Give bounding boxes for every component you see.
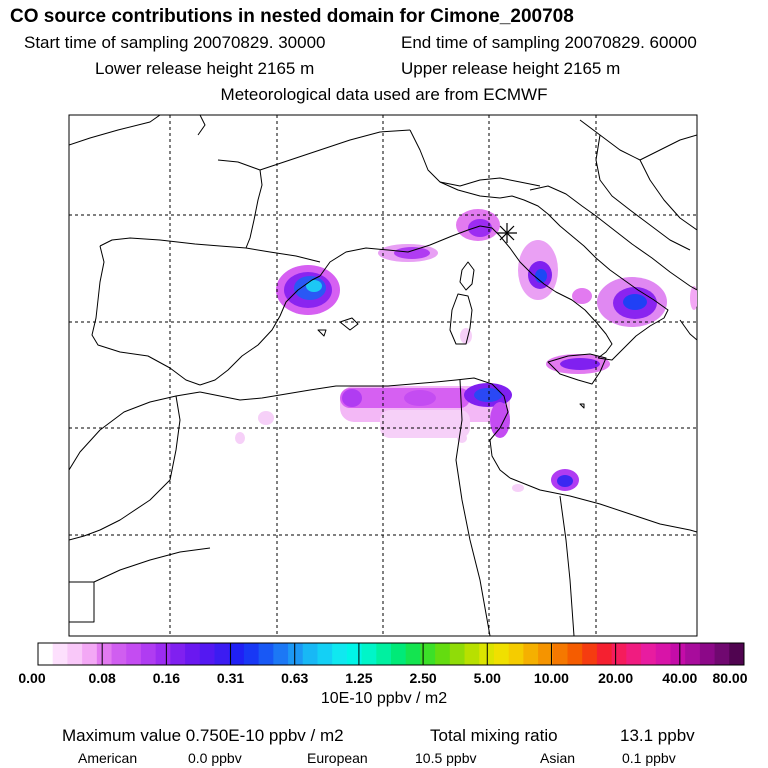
colorbar-swatch	[170, 643, 186, 665]
colorbar-swatch	[729, 643, 745, 665]
colorbar-swatch	[111, 643, 127, 665]
plume-gulf-of-gabes	[551, 469, 579, 491]
colorbar-tick-label: 0.16	[152, 670, 180, 686]
colorbar-swatch	[199, 643, 215, 665]
colorbar-swatch	[552, 643, 568, 665]
maximum-value: Maximum value 0.750E-10 ppbv / m2	[62, 726, 344, 745]
coastlines	[69, 115, 697, 636]
colorbar-swatch	[67, 643, 83, 665]
plume-sicily-north	[546, 354, 610, 374]
colorbar-swatch	[714, 643, 730, 665]
plume-sardinia-east	[460, 328, 472, 344]
met-data-source: Meteorological data used are from ECMWF	[220, 85, 548, 104]
colorbar-swatch	[655, 643, 671, 665]
colorbar-swatch	[582, 643, 598, 665]
colorbar-swatch	[126, 643, 142, 665]
colorbar-swatch	[302, 643, 318, 665]
colorbar-tick-label: 0.00	[18, 670, 46, 686]
chart-title: CO source contributions in nested domain…	[10, 6, 574, 27]
end-time: End time of sampling 20070829. 60000	[401, 33, 697, 52]
colorbar-swatch	[567, 643, 583, 665]
colorbar-swatch	[376, 643, 392, 665]
plume-tunis	[464, 383, 512, 438]
colorbar-swatch	[449, 643, 466, 665]
european-value: 10.5 ppbv	[415, 750, 477, 766]
plume-ligurian-coast	[456, 209, 500, 241]
total-mixing-ratio-value: 13.1 ppbv	[620, 726, 695, 745]
map-area	[69, 115, 697, 636]
colorbar-swatch	[140, 643, 157, 665]
plume-apulia	[572, 277, 667, 327]
colorbar-swatch	[626, 643, 642, 665]
european-label: European	[307, 750, 368, 766]
colorbar-tick-label: 2.50	[409, 670, 437, 686]
plume-catalonia	[276, 265, 340, 315]
colorbar	[37, 642, 745, 666]
colorbar-swatch	[52, 643, 68, 665]
american-label: American	[78, 750, 138, 766]
colorbar-swatch	[273, 643, 289, 665]
colorbar-swatch	[243, 643, 260, 665]
colorbar-swatch	[405, 643, 421, 665]
colorbar-swatch	[493, 643, 510, 665]
colorbar-tick-label: 5.00	[473, 670, 501, 686]
colorbar-swatch	[596, 643, 613, 665]
colorbar-border	[37, 642, 745, 666]
colorbar-swatch	[391, 643, 407, 665]
colorbar-swatch	[258, 643, 274, 665]
colorbar-tick-label: 80.00	[712, 670, 748, 686]
colorbar-swatch	[685, 643, 701, 665]
colorbar-swatch	[538, 643, 554, 665]
total-mixing-ratio-label: Total mixing ratio	[430, 726, 558, 745]
colorbar-tick-label: 1.25	[345, 670, 373, 686]
colorbar-swatch	[508, 643, 524, 665]
receptor-star-icon	[497, 223, 517, 243]
graticule	[69, 115, 697, 636]
colorbar-swatch	[361, 643, 377, 665]
asian-value: 0.1 ppbv	[622, 750, 676, 766]
upper-release-height: Upper release height 2165 m	[401, 59, 621, 78]
plume-campania	[518, 240, 558, 300]
colorbar-tick-label: 20.00	[598, 670, 634, 686]
colorbar-swatch	[214, 643, 230, 665]
colorbar-tick-label: 0.31	[216, 670, 245, 686]
colorbar-swatch	[332, 643, 348, 665]
colorbar-units: 10E-10 ppbv / m2	[320, 690, 448, 707]
colorbar-swatch	[464, 643, 480, 665]
colorbar-swatch	[435, 643, 451, 665]
colorbar-tick-label: 0.63	[281, 670, 309, 686]
colorbar-swatch	[82, 643, 98, 665]
colorbar-swatch	[38, 643, 54, 665]
colorbar-swatch	[699, 643, 716, 665]
colorbar-swatch	[96, 643, 113, 665]
plume-algerian-interior	[235, 286, 697, 492]
colorbar-swatch	[185, 643, 201, 665]
colorbar-swatch	[523, 643, 539, 665]
colorbar-swatch	[670, 643, 686, 665]
colorbar-swatch	[229, 643, 245, 665]
colorbar-tick-label: 40.00	[662, 670, 698, 686]
colorbar-swatch	[641, 643, 657, 665]
asian-label: Asian	[540, 750, 576, 766]
american-value: 0.0 ppbv	[188, 750, 242, 766]
colorbar-swatch	[317, 643, 333, 665]
colorbar-swatch	[611, 643, 627, 665]
colorbar-tick-label: 10.00	[533, 670, 569, 686]
colorbar-swatch	[288, 643, 304, 665]
start-time: Start time of sampling 20070829. 30000	[24, 33, 326, 52]
colorbar-tick-label: 0.08	[88, 670, 116, 686]
plume-gulf-of-lion	[378, 244, 438, 262]
colorbar-swatch	[346, 643, 363, 665]
colorbar-swatch	[155, 643, 171, 665]
colorbar-swatch	[420, 643, 436, 665]
lower-release-height: Lower release height 2165 m	[95, 59, 315, 78]
